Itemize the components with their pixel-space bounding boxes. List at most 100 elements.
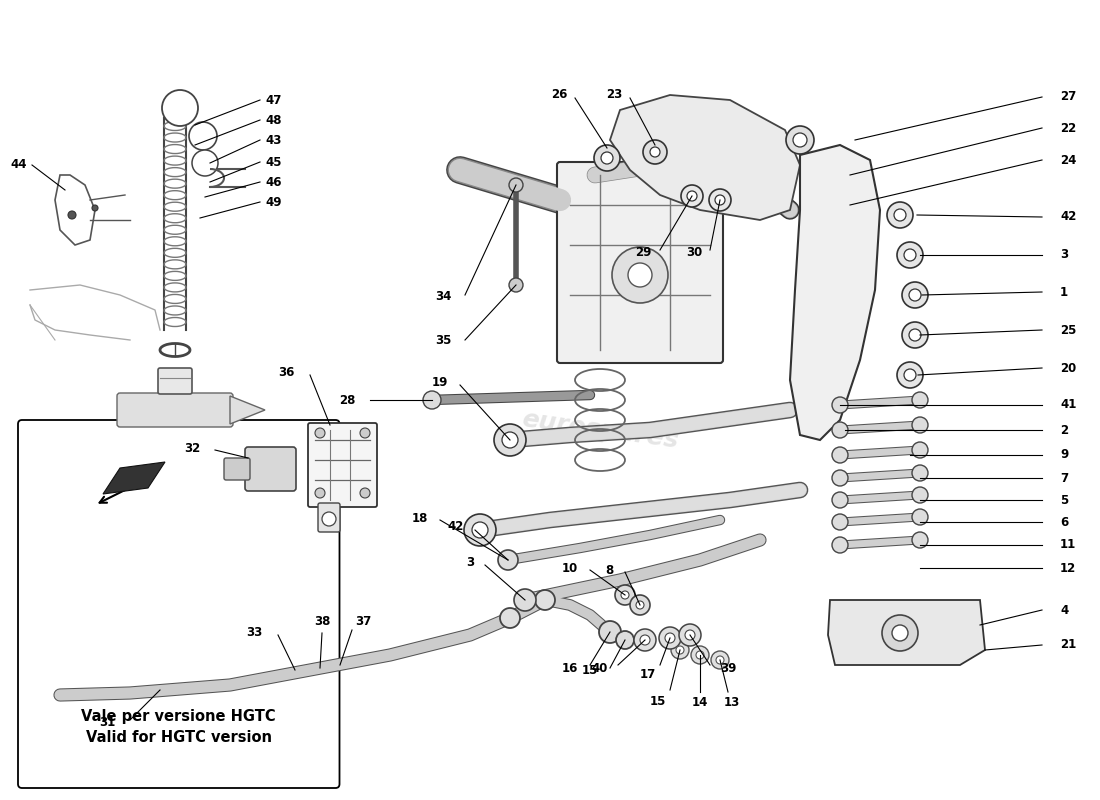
- Text: 37: 37: [355, 615, 372, 628]
- Text: 42: 42: [448, 521, 464, 534]
- Circle shape: [679, 624, 701, 646]
- Circle shape: [601, 152, 613, 164]
- Circle shape: [688, 191, 697, 201]
- Circle shape: [621, 591, 629, 599]
- Text: 1: 1: [1060, 286, 1068, 298]
- Circle shape: [360, 428, 370, 438]
- Text: 24: 24: [1060, 154, 1077, 166]
- Circle shape: [912, 392, 928, 408]
- Text: 48: 48: [265, 114, 282, 126]
- Circle shape: [716, 656, 724, 664]
- Circle shape: [315, 428, 324, 438]
- Circle shape: [360, 488, 370, 498]
- Circle shape: [896, 242, 923, 268]
- FancyBboxPatch shape: [224, 458, 250, 480]
- Circle shape: [832, 447, 848, 463]
- Circle shape: [600, 621, 621, 643]
- Circle shape: [896, 362, 923, 388]
- Circle shape: [912, 417, 928, 433]
- Circle shape: [710, 189, 732, 211]
- Text: 16: 16: [562, 662, 578, 674]
- Circle shape: [832, 537, 848, 553]
- Circle shape: [882, 615, 918, 651]
- Text: 3: 3: [1060, 249, 1068, 262]
- Text: 15: 15: [650, 695, 667, 708]
- FancyBboxPatch shape: [318, 503, 340, 532]
- Text: 10: 10: [562, 562, 578, 574]
- Text: 18: 18: [411, 511, 428, 525]
- FancyBboxPatch shape: [117, 393, 233, 427]
- Text: 39: 39: [720, 662, 736, 674]
- Circle shape: [909, 329, 921, 341]
- Text: 19: 19: [431, 375, 448, 389]
- Text: 8: 8: [605, 563, 613, 577]
- Text: 42: 42: [1060, 210, 1077, 223]
- Circle shape: [912, 532, 928, 548]
- Circle shape: [904, 249, 916, 261]
- Circle shape: [912, 465, 928, 481]
- Circle shape: [634, 629, 656, 651]
- Polygon shape: [828, 600, 984, 665]
- Text: 4: 4: [1060, 603, 1068, 617]
- FancyBboxPatch shape: [308, 423, 377, 507]
- Circle shape: [909, 289, 921, 301]
- Circle shape: [912, 509, 928, 525]
- Text: 17: 17: [640, 668, 656, 681]
- Circle shape: [902, 322, 928, 348]
- Circle shape: [691, 646, 710, 664]
- Circle shape: [628, 263, 652, 287]
- Text: 29: 29: [636, 246, 652, 258]
- Text: 32: 32: [184, 442, 200, 454]
- Text: 22: 22: [1060, 122, 1076, 134]
- Text: 28: 28: [339, 394, 355, 406]
- Polygon shape: [610, 95, 800, 220]
- Circle shape: [681, 185, 703, 207]
- Text: 25: 25: [1060, 323, 1077, 337]
- Circle shape: [322, 512, 335, 526]
- Circle shape: [912, 442, 928, 458]
- Circle shape: [192, 150, 218, 176]
- Text: 40: 40: [592, 662, 608, 674]
- Circle shape: [832, 514, 848, 530]
- Text: 46: 46: [265, 175, 282, 189]
- Text: 7: 7: [1060, 471, 1068, 485]
- Circle shape: [315, 488, 324, 498]
- Circle shape: [498, 550, 518, 570]
- Circle shape: [671, 641, 689, 659]
- FancyBboxPatch shape: [158, 368, 192, 394]
- Circle shape: [696, 651, 704, 659]
- Circle shape: [612, 247, 668, 303]
- Circle shape: [659, 627, 681, 649]
- Text: 5: 5: [1060, 494, 1068, 506]
- Text: 41: 41: [1060, 398, 1077, 411]
- Circle shape: [904, 369, 916, 381]
- Circle shape: [666, 633, 675, 643]
- Circle shape: [616, 631, 634, 649]
- Circle shape: [685, 630, 695, 640]
- Circle shape: [502, 432, 518, 448]
- Text: Valid for HGTC version: Valid for HGTC version: [86, 730, 272, 746]
- FancyBboxPatch shape: [18, 420, 340, 788]
- Circle shape: [832, 470, 848, 486]
- Circle shape: [500, 608, 520, 628]
- Circle shape: [902, 282, 928, 308]
- Circle shape: [711, 651, 729, 669]
- Circle shape: [68, 211, 76, 219]
- Circle shape: [832, 492, 848, 508]
- Circle shape: [636, 601, 644, 609]
- Text: 26: 26: [551, 89, 566, 102]
- Circle shape: [887, 202, 913, 228]
- Text: 15: 15: [582, 663, 598, 677]
- Circle shape: [162, 90, 198, 126]
- Text: 27: 27: [1060, 90, 1076, 103]
- Circle shape: [786, 126, 814, 154]
- Circle shape: [509, 278, 522, 292]
- Text: 14: 14: [692, 696, 708, 709]
- Circle shape: [189, 122, 217, 150]
- Text: 33: 33: [245, 626, 262, 638]
- Circle shape: [630, 595, 650, 615]
- Circle shape: [793, 133, 807, 147]
- FancyBboxPatch shape: [245, 447, 296, 491]
- Circle shape: [676, 646, 684, 654]
- Text: 12: 12: [1060, 562, 1076, 574]
